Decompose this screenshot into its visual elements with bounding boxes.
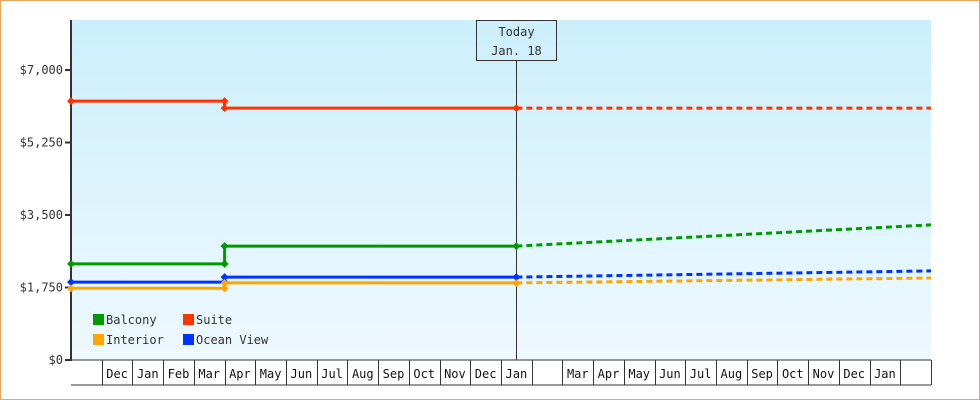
y-tick-label: $3,500 [20, 208, 63, 222]
x-month-label: Jun [659, 367, 681, 381]
x-month-label: Sep [751, 367, 773, 381]
data-point-marker[interactable] [220, 284, 229, 293]
x-month-label: Jul [321, 367, 343, 381]
legend-label: Interior [106, 333, 164, 347]
y-tick-label: $1,750 [20, 281, 63, 295]
y-tick-label: $5,250 [20, 136, 63, 150]
x-month-label: Nov [813, 367, 835, 381]
x-month-label: Sep [383, 367, 405, 381]
plot-area [71, 20, 931, 360]
x-month-label: Feb [168, 367, 190, 381]
data-point-marker[interactable] [220, 259, 229, 268]
legend-label: Ocean View [196, 333, 269, 347]
x-month-label: Aug [721, 367, 743, 381]
data-point-marker[interactable] [220, 97, 229, 106]
x-month-label: May [628, 367, 650, 381]
projected-line [516, 276, 932, 285]
y-tick-label: $7,000 [20, 63, 63, 77]
x-axis-months: Dec Jan Feb Mar Apr May Jun Jul Aug Sep Oct Nov Dec J… [71, 359, 932, 386]
legend-swatch-interior [93, 334, 104, 345]
projected-line [516, 269, 932, 279]
data-point-marker[interactable] [512, 278, 521, 287]
x-month-label: Jan [874, 367, 896, 381]
series-suite [67, 97, 931, 113]
data-point-marker[interactable] [512, 242, 521, 251]
actual-line [71, 244, 517, 266]
x-month-label: Mar [198, 367, 220, 381]
data-point-marker[interactable] [220, 242, 229, 251]
today-marker: Today Jan. 18 [476, 20, 557, 360]
series-interior [67, 276, 932, 293]
x-month-label: Jul [690, 367, 712, 381]
x-month-label: Dec [843, 367, 865, 381]
legend-swatch-ocean-view [183, 334, 194, 345]
legend-swatch-balcony [93, 314, 104, 325]
x-month-label: Nov [444, 367, 466, 381]
data-point-marker[interactable] [67, 259, 75, 268]
data-point-marker[interactable] [67, 278, 75, 287]
x-month-label: Dec [475, 367, 497, 381]
data-point-marker[interactable] [220, 273, 229, 282]
x-month-label: Apr [598, 367, 620, 381]
data-point-marker[interactable] [512, 104, 521, 113]
x-month-label: Jun [291, 367, 313, 381]
x-month-label: Jan [506, 367, 528, 381]
data-point-marker[interactable] [220, 278, 229, 287]
projected-line [516, 223, 932, 248]
x-month-label: Jan [137, 367, 159, 381]
series-lines [67, 97, 932, 293]
legend: Balcony Suite Interior Ocean View [93, 313, 269, 347]
today-date: Jan. 18 [491, 44, 542, 58]
x-month-label: Dec [106, 367, 128, 381]
data-point-marker[interactable] [67, 97, 75, 106]
data-point-marker[interactable] [512, 273, 521, 282]
x-month-label: Oct [782, 367, 804, 381]
x-month-label: May [260, 367, 282, 381]
series-balcony [67, 223, 932, 268]
x-month-label: Mar [567, 367, 589, 381]
legend-swatch-suite [183, 314, 194, 325]
y-axis: $0 $1,750 $3,500 $5,250 $7,000 [20, 20, 72, 367]
y-tick-label: $0 [49, 353, 63, 367]
x-month-label: Oct [413, 367, 435, 381]
today-label: Today [498, 25, 534, 39]
legend-label: Suite [196, 313, 232, 327]
data-point-marker[interactable] [220, 104, 229, 113]
legend-label: Balcony [106, 313, 157, 327]
today-box [476, 20, 557, 61]
x-month-label: Aug [352, 367, 374, 381]
x-month-label: Apr [229, 367, 251, 381]
data-point-marker[interactable] [67, 284, 75, 293]
